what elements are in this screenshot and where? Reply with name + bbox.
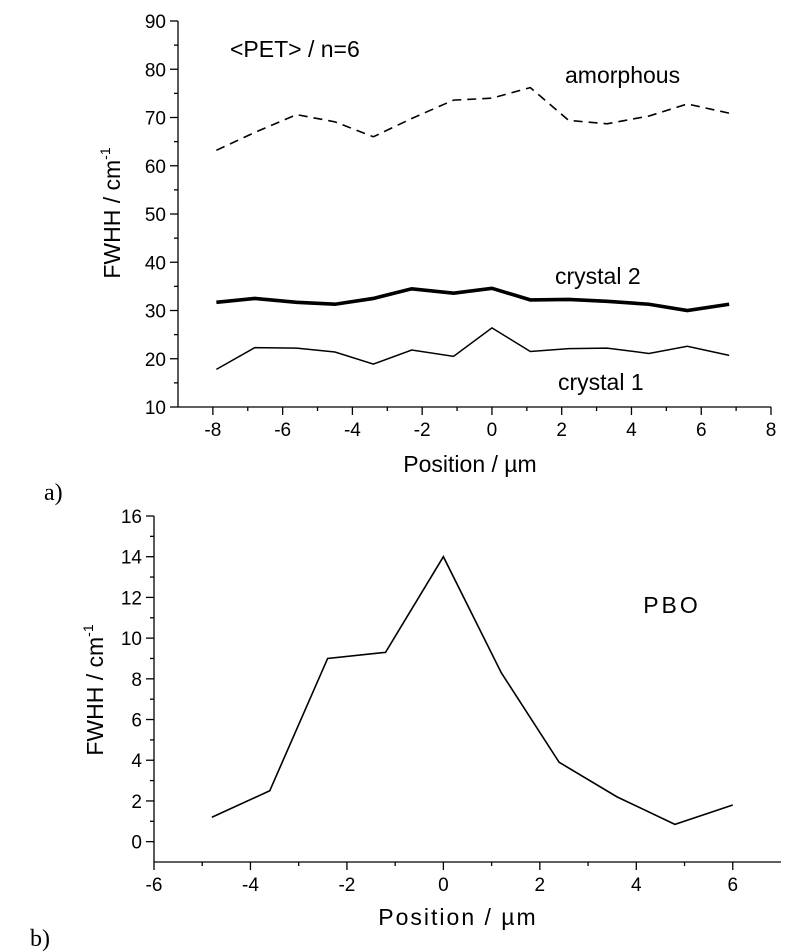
x-tick-label: 4 [626,420,637,441]
chart-panel-a: 10 20 30 40 50 60 70 80 90 -8 -6 -4 -2 0 2 4 6 8 Position … [44,12,776,506]
y-tick-label: 20 [145,350,166,371]
x-tick-label: -8 [204,420,221,441]
y-tick-label: 6 [131,711,142,732]
series-label: amorphous [565,62,680,88]
x-tick-label: 2 [556,420,567,441]
chart-annotation: PBO [643,592,701,618]
x-tick-label: 8 [766,420,777,441]
x-tick-label: -4 [242,875,259,896]
chart-panel-b: 0 2 4 6 8 10 12 14 16 -6 -4 -2 0 2 4 6 Position / µm FWHH… [30,507,781,952]
series-line-crystal-2 [216,286,730,313]
y-tick-label: 10 [145,398,166,419]
y-tick-label: 70 [145,109,166,130]
x-tick-label: -6 [274,420,291,441]
chart-annotation: <PET> / n=6 [230,36,360,62]
x-tick-label: -4 [344,420,361,441]
x-tick-label: 6 [727,875,738,896]
x-tick-label: -6 [146,875,163,896]
y-tick-label: 2 [131,792,142,813]
x-axis-title: Position / µm [403,451,536,477]
x-tick-label: 0 [438,875,449,896]
y-tick-label: 50 [145,205,166,226]
y-tick-label: 40 [145,253,166,274]
series-line-crystal-1 [216,326,730,371]
x-tick-label: -2 [414,420,431,441]
x-axis-title: Position / µm [378,904,537,930]
series-line-series-0 [211,555,734,826]
y-tick-label: 12 [121,588,142,609]
x-tick-label: -2 [338,875,355,896]
series-line-amorphous [216,86,730,152]
y-tick-label: 90 [145,12,166,33]
y-tick-label: 14 [121,548,143,569]
series-label: crystal 1 [558,369,644,395]
y-tick-label: 8 [131,670,142,691]
x-tick-label: 2 [535,875,546,896]
x-tick-label: 0 [487,420,498,441]
y-tick-label: 30 [145,302,166,323]
panel-label: a) [44,480,63,506]
series-label: crystal 2 [555,263,641,289]
y-tick-label: 16 [121,507,142,528]
y-tick-label: 10 [121,629,142,650]
y-axis-title: FWHH / cm-1 [97,147,125,278]
y-tick-label: 0 [131,833,142,854]
y-axis-title: FWHH / cm-1 [80,624,108,755]
x-tick-label: 4 [631,875,642,896]
y-tick-label: 4 [131,751,142,772]
x-tick-label: 6 [696,420,707,441]
panel-label: b) [30,926,50,952]
y-tick-label: 60 [145,157,166,178]
y-tick-label: 80 [145,60,166,81]
